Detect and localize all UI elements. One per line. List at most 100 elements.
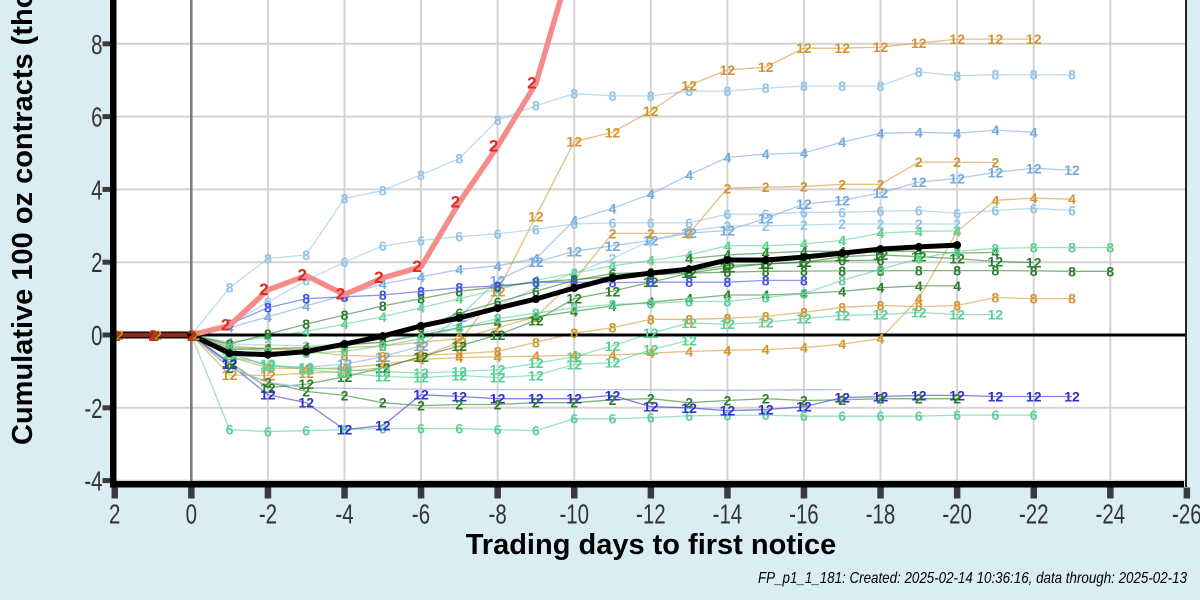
- svg-text:2: 2: [451, 193, 460, 212]
- svg-text:4: 4: [379, 309, 387, 325]
- svg-text:2: 2: [489, 136, 498, 155]
- svg-text:4: 4: [915, 291, 923, 307]
- svg-text:12: 12: [873, 307, 889, 323]
- svg-text:8: 8: [532, 334, 540, 350]
- svg-text:4: 4: [570, 212, 578, 228]
- svg-text:2: 2: [838, 176, 846, 192]
- svg-text:12: 12: [758, 59, 774, 75]
- svg-text:6: 6: [494, 422, 502, 438]
- svg-text:12: 12: [873, 185, 889, 201]
- svg-text:6: 6: [992, 203, 1000, 219]
- svg-text:4: 4: [877, 280, 885, 296]
- svg-text:12: 12: [528, 208, 544, 224]
- svg-text:12: 12: [643, 325, 659, 341]
- svg-text:8: 8: [302, 291, 310, 307]
- svg-text:4: 4: [1030, 190, 1038, 206]
- svg-text:8: 8: [91, 30, 102, 61]
- svg-text:2: 2: [336, 285, 345, 304]
- svg-text:6: 6: [341, 254, 349, 270]
- svg-text:4: 4: [417, 269, 425, 285]
- svg-text:4: 4: [609, 258, 617, 274]
- svg-text:4: 4: [264, 309, 272, 325]
- svg-text:12: 12: [528, 254, 544, 270]
- svg-text:2: 2: [154, 327, 162, 343]
- svg-text:8: 8: [609, 88, 617, 104]
- svg-text:6: 6: [532, 423, 540, 439]
- svg-text:6: 6: [1030, 200, 1038, 216]
- svg-text:8: 8: [226, 338, 234, 354]
- svg-text:6: 6: [1030, 407, 1038, 423]
- svg-text:2: 2: [221, 316, 230, 335]
- svg-text:12: 12: [605, 355, 621, 371]
- svg-text:12: 12: [681, 225, 697, 241]
- svg-text:4: 4: [264, 329, 272, 345]
- svg-text:-22: -22: [1019, 500, 1049, 531]
- svg-text:6: 6: [838, 408, 846, 424]
- svg-text:12: 12: [796, 399, 812, 415]
- svg-text:8: 8: [762, 263, 770, 279]
- svg-text:12: 12: [720, 316, 736, 332]
- svg-text:8: 8: [762, 308, 770, 324]
- svg-text:8: 8: [877, 263, 885, 279]
- svg-text:8: 8: [953, 68, 961, 84]
- svg-text:4: 4: [915, 243, 923, 259]
- svg-text:4: 4: [685, 247, 693, 263]
- svg-text:2: 2: [953, 391, 961, 407]
- svg-text:12: 12: [720, 403, 736, 419]
- svg-text:8: 8: [992, 240, 1000, 256]
- svg-text:Cumulative 100 oz contracts (t: Cumulative 100 oz contracts (thousands): [7, 0, 39, 445]
- svg-text:8: 8: [877, 298, 885, 314]
- svg-text:8: 8: [341, 343, 349, 359]
- svg-text:12: 12: [413, 349, 429, 365]
- svg-text:12: 12: [452, 363, 468, 379]
- svg-text:4: 4: [417, 327, 425, 343]
- svg-text:2: 2: [189, 328, 197, 344]
- svg-text:8: 8: [379, 298, 387, 314]
- svg-text:8: 8: [264, 326, 272, 342]
- svg-text:2: 2: [113, 328, 121, 344]
- svg-text:8: 8: [264, 251, 272, 267]
- svg-text:2: 2: [915, 391, 923, 407]
- svg-text:2: 2: [724, 393, 732, 409]
- svg-text:12: 12: [337, 422, 353, 438]
- svg-text:12: 12: [528, 367, 544, 383]
- svg-text:8: 8: [379, 338, 387, 354]
- svg-text:4: 4: [915, 124, 923, 140]
- svg-text:4: 4: [992, 192, 1000, 208]
- svg-text:12: 12: [949, 387, 965, 403]
- svg-text:12: 12: [452, 338, 468, 354]
- svg-text:12: 12: [605, 387, 621, 403]
- svg-text:12: 12: [834, 40, 850, 56]
- svg-text:4: 4: [570, 265, 578, 281]
- svg-text:12: 12: [911, 387, 927, 403]
- svg-text:8: 8: [647, 274, 655, 290]
- svg-text:2: 2: [109, 500, 120, 531]
- svg-text:4: 4: [455, 262, 463, 278]
- svg-text:8: 8: [264, 341, 272, 357]
- svg-text:4: 4: [838, 134, 846, 150]
- svg-text:2: 2: [91, 248, 102, 279]
- svg-text:8: 8: [417, 347, 425, 363]
- svg-text:6: 6: [494, 226, 502, 242]
- svg-text:-16: -16: [789, 500, 819, 531]
- svg-text:6: 6: [417, 232, 425, 248]
- svg-text:6: 6: [838, 252, 846, 268]
- svg-text:12: 12: [490, 370, 506, 386]
- svg-text:6: 6: [264, 424, 272, 440]
- svg-text:2: 2: [685, 395, 693, 411]
- svg-text:8: 8: [1068, 291, 1076, 307]
- svg-text:6: 6: [762, 407, 770, 423]
- svg-text:6: 6: [838, 204, 846, 220]
- svg-text:8: 8: [800, 272, 808, 288]
- svg-text:4: 4: [609, 298, 617, 314]
- svg-text:8: 8: [302, 247, 310, 263]
- svg-text:4: 4: [800, 286, 808, 302]
- svg-text:4: 4: [379, 356, 387, 372]
- svg-text:4: 4: [264, 341, 272, 357]
- svg-text:6: 6: [609, 266, 617, 282]
- svg-text:2: 2: [762, 218, 770, 234]
- svg-text:12: 12: [1026, 255, 1042, 271]
- svg-text:4: 4: [685, 251, 693, 267]
- svg-text:8: 8: [1106, 263, 1114, 279]
- svg-text:4: 4: [455, 350, 463, 366]
